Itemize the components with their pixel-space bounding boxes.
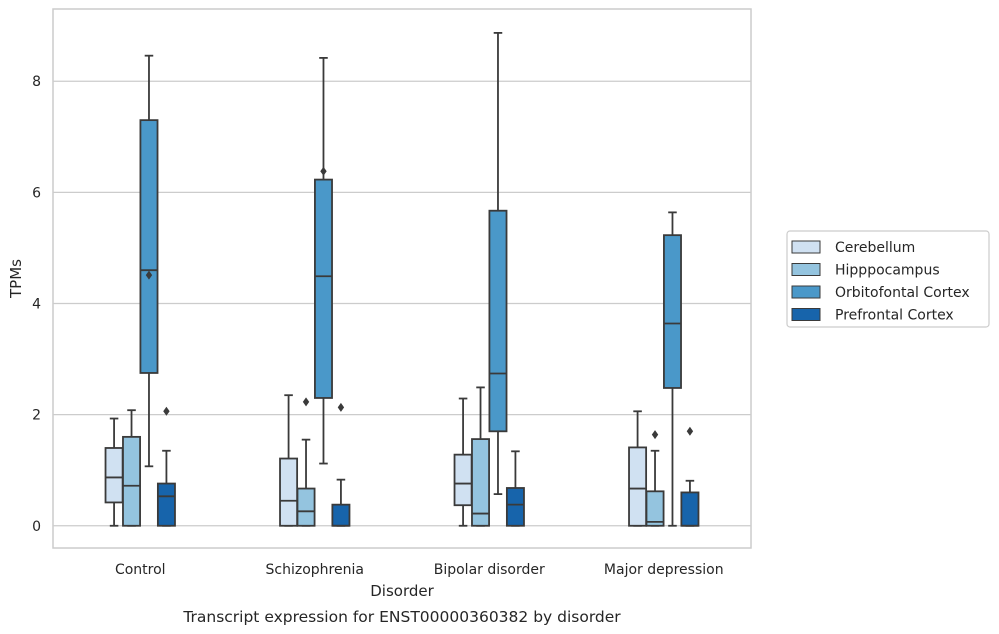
box-group: [104, 417, 124, 527]
legend-label: Prefrontal Cortex: [835, 308, 954, 324]
box-iqr: [628, 446, 648, 527]
legend-swatch: [791, 240, 821, 254]
legend-label: Hipppocampus: [835, 263, 940, 279]
y-tick-label: 4: [32, 297, 41, 313]
box-group: [453, 397, 473, 527]
outlier-point: [337, 402, 345, 412]
box-iqr: [314, 178, 333, 399]
legend-label: Orbitofontal Cortex: [835, 285, 970, 301]
box-group: [156, 406, 176, 527]
legend-frame: [786, 230, 990, 328]
box-iqr: [122, 435, 141, 527]
box-group: [314, 56, 333, 465]
outlier-point: [302, 397, 310, 407]
legend-swatch: [791, 285, 821, 299]
y-tick-label: 6: [32, 185, 41, 201]
box-group: [663, 211, 682, 527]
box-iqr: [104, 447, 124, 504]
y-axis-title: TPMs: [7, 259, 25, 299]
y-tick-label: 8: [32, 74, 41, 90]
legend-label: Cerebellum: [835, 240, 915, 256]
box-group: [296, 397, 316, 527]
box-group: [122, 409, 141, 527]
box-iqr: [471, 438, 490, 527]
box-iqr: [331, 503, 351, 527]
x-tick-labels: Control Schizophrenia Bipolar disorder Majo…: [115, 562, 724, 578]
chart-caption: Transcript expression for ENST0000036038…: [182, 608, 621, 626]
box-iqr: [139, 119, 159, 374]
box-iqr: [505, 487, 525, 527]
plot-area-frame: [52, 8, 752, 549]
box-group: [139, 54, 159, 468]
outlier-point: [145, 270, 153, 280]
box-group: [680, 426, 700, 527]
box-layer: [104, 31, 700, 527]
box-iqr: [453, 453, 473, 507]
box-group: [331, 402, 351, 527]
legend: Cerebellum Hipppocampus Orbitofontal Corte…: [786, 230, 990, 328]
box-group: [471, 386, 490, 527]
box-group: [488, 31, 508, 496]
box-group: [279, 394, 299, 527]
y-tick-label: 2: [32, 408, 41, 424]
box-iqr: [156, 482, 176, 527]
y-tick-label: 0: [32, 519, 41, 535]
box-iqr: [488, 209, 508, 433]
outlier-point: [163, 406, 170, 416]
x-tick-label: Control: [115, 562, 166, 578]
x-tick-label: Bipolar disorder: [434, 562, 545, 578]
outlier-point: [320, 166, 327, 176]
box-group: [645, 430, 665, 527]
x-tick-label: Schizophrenia: [266, 562, 364, 578]
outlier-point: [686, 426, 694, 436]
box-iqr: [680, 491, 700, 527]
box-iqr: [279, 457, 299, 527]
box-iqr: [663, 234, 682, 389]
outlier-point: [651, 430, 659, 440]
box-group: [628, 410, 648, 527]
y-tick-labels: 0 2 4 6 8: [32, 74, 41, 535]
legend-swatch: [791, 263, 821, 276]
box-iqr: [296, 487, 316, 527]
box-group: [505, 450, 525, 527]
legend-swatch: [791, 308, 821, 321]
box-iqr: [645, 490, 665, 527]
x-tick-label: Major depression: [604, 562, 724, 578]
x-axis-title: Disorder: [370, 582, 434, 600]
